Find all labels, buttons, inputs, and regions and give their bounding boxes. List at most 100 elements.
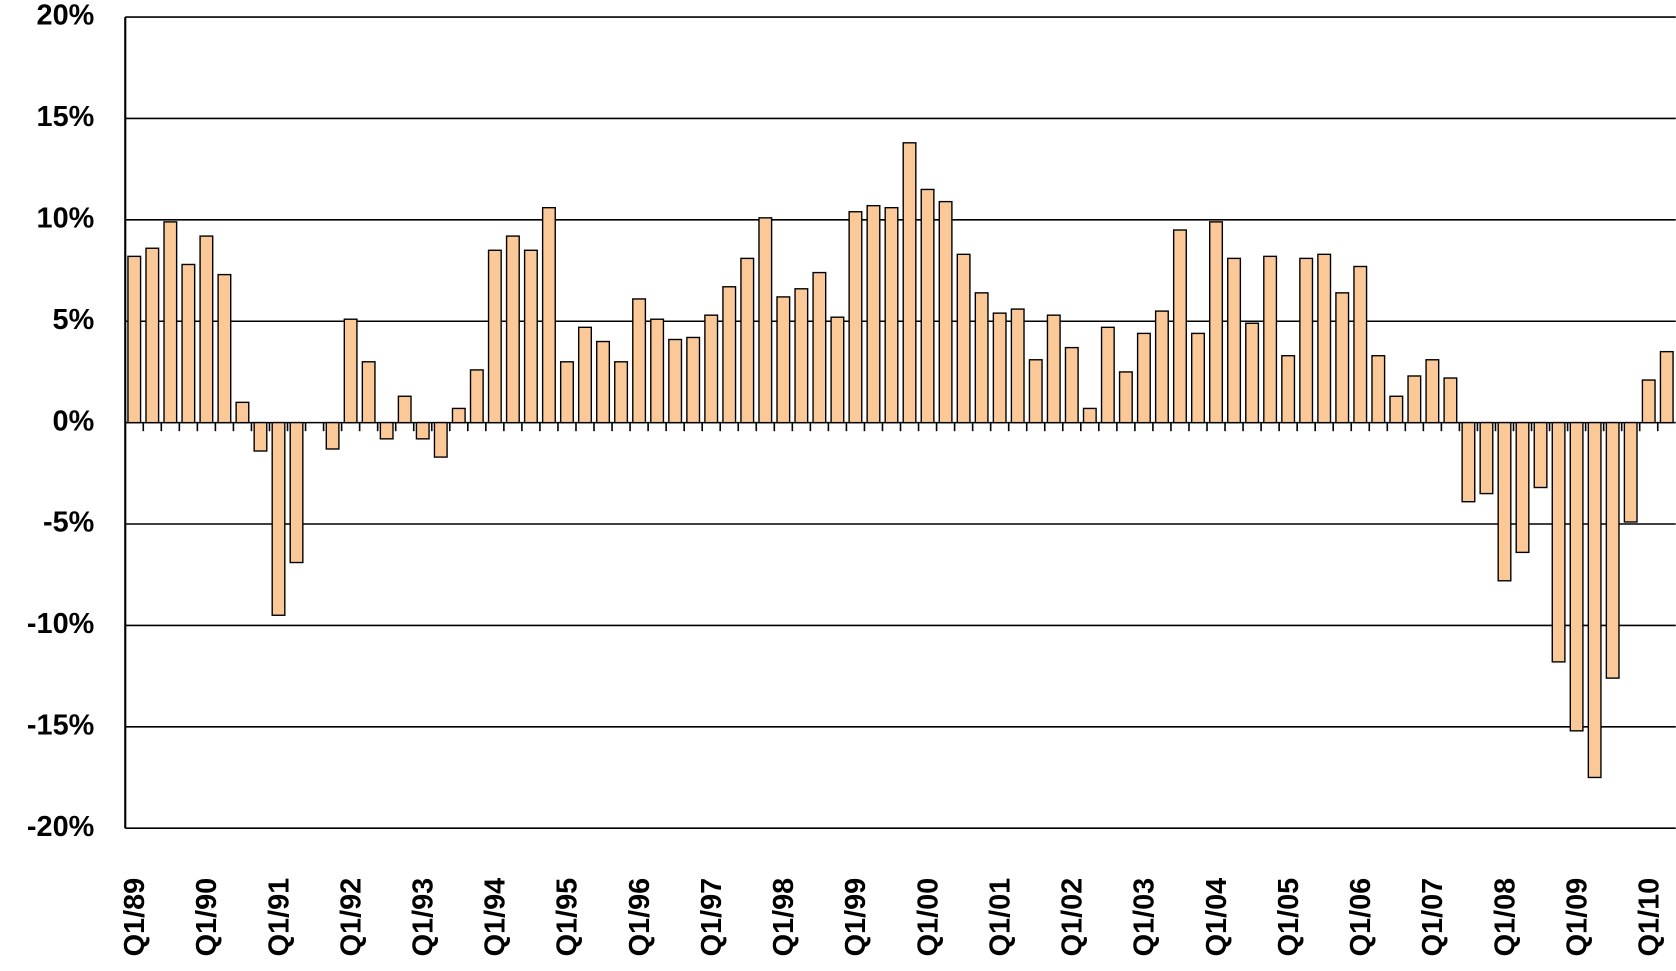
bar [415,421,430,440]
bar [379,421,394,440]
x-tick-label: Q1/08 [1489,878,1521,957]
bar [1299,257,1314,424]
bar [289,421,304,564]
bar [523,249,538,424]
bar [1533,421,1548,489]
bar [1659,350,1674,424]
bar [1046,314,1061,424]
bar [974,292,989,424]
x-tick-label: Q1/00 [912,878,944,957]
x-tick-label: Q1/89 [119,878,151,957]
bar [938,200,953,424]
bar [145,247,160,424]
x-tick-label: Q1/95 [552,878,584,957]
bar [1515,421,1530,554]
bar [830,316,845,424]
bar [992,312,1007,424]
bar [1172,229,1187,424]
y-tick-label: 5% [53,304,95,336]
bar [1136,332,1151,424]
bar [596,340,611,424]
bar [902,142,917,424]
bar [1551,421,1566,663]
bar [1443,377,1458,424]
x-tick-label: Q1/90 [191,878,223,957]
bar [812,271,827,424]
y-tick-label: 0% [53,405,95,437]
x-tick-label: Q1/91 [263,878,295,957]
bar [668,338,683,424]
x-tick-label: Q1/04 [1201,878,1233,957]
bar [1353,265,1368,424]
x-tick-label: Q1/97 [696,878,728,957]
bar [920,188,935,424]
bar [1245,322,1260,424]
bar [848,211,863,424]
x-tick-label: Q1/09 [1561,878,1593,957]
x-tick-label: Q1/06 [1345,878,1377,957]
bar [1317,253,1332,424]
bar [704,314,719,424]
x-tick-label: Q1/98 [768,878,800,957]
bar [163,221,178,424]
bar [1461,421,1476,503]
bar [199,235,214,424]
y-tick-label: 15% [37,101,95,133]
bar [1497,421,1512,582]
x-tick-label: Q1/01 [984,878,1016,957]
bar [614,361,629,424]
bar [181,263,196,424]
y-tick-label: -20% [27,811,94,843]
bar [794,288,809,424]
y-tick-label: -5% [43,507,94,539]
bar [433,421,448,458]
bar [776,296,791,424]
bar [325,421,340,450]
bar [1389,395,1404,424]
bar [1064,346,1079,424]
bar [1227,257,1242,424]
bar [1623,421,1638,523]
bar [1425,359,1440,424]
bar [1641,379,1656,424]
x-tick-label: Q1/94 [480,878,512,957]
bar [1605,421,1620,679]
bar [487,249,502,424]
x-tick-label: Q1/93 [407,878,439,957]
y-tick-label: 10% [37,202,95,234]
bar [271,421,286,616]
x-tick-label: Q1/99 [840,878,872,957]
y-tick-label: -15% [27,709,94,741]
bar [1263,255,1278,424]
bar [559,361,574,424]
bar [127,255,142,424]
bar [1118,371,1133,424]
bar [1010,308,1025,424]
bar [577,326,593,424]
bar [1028,359,1043,424]
bar [884,207,899,424]
bar [1082,407,1097,424]
bar [235,401,250,424]
bar [217,273,232,424]
bar [1281,355,1296,424]
x-tick-label: Q1/10 [1633,878,1665,957]
bar [361,361,376,424]
bar [469,369,484,424]
x-tick-label: Q1/02 [1057,878,1089,957]
bar [397,395,412,424]
y-tick-label: -10% [27,608,94,640]
x-tick-label: Q1/07 [1417,878,1449,957]
bar [1479,421,1494,495]
bar [1587,421,1602,779]
bar [956,253,971,424]
y-tick-label: 20% [37,0,95,32]
x-tick-label: Q1/92 [335,878,367,957]
bar [632,298,647,424]
bar [686,336,701,424]
bar [451,407,466,424]
bar [1154,310,1169,424]
bar [1371,355,1386,424]
x-tick-label: Q1/05 [1273,878,1305,957]
